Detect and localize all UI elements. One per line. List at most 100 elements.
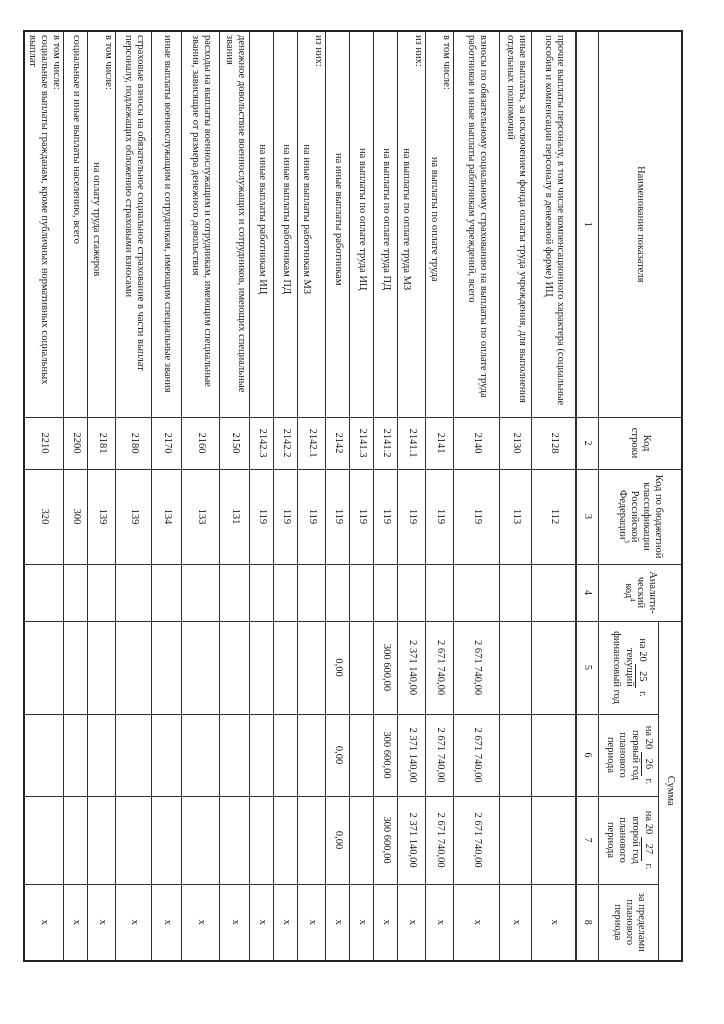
table-row: из них: на выплаты по оплате труда МЗ 2141… xyxy=(398,31,426,962)
beyond-period-cell: х xyxy=(298,884,326,962)
amount-2026-cell xyxy=(88,714,116,796)
indicator-name-cell: страховые взносы на обязательное социаль… xyxy=(116,31,152,417)
indicator-name: на иные выплаты работникам xyxy=(333,153,345,286)
analytic-code-cell xyxy=(274,564,298,621)
indicator-name-cell: расходы на выплаты военнослужащим и сотр… xyxy=(182,31,220,417)
amount-2027-cell xyxy=(500,796,532,884)
col-number-2: 2 xyxy=(576,417,599,469)
amount-2026-cell: 2 671 740,00 xyxy=(426,714,454,796)
kbk-cell: 119 xyxy=(374,469,398,564)
indicator-name-cell: прочие выплаты персоналу, в том числе ко… xyxy=(532,31,576,417)
indicator-name-cell: денежное довольствие военнослужащих и со… xyxy=(220,31,250,417)
rotated-sheet: Наименование показателя Код строки Код п… xyxy=(23,30,683,963)
indicator-name: на оплату труда стажеров xyxy=(91,162,102,277)
year-2025-desc: текущий финансовый год xyxy=(611,631,635,704)
beyond-period-cell: х xyxy=(116,884,152,962)
amount-2027-cell xyxy=(274,796,298,884)
amount-2026-cell xyxy=(220,714,250,796)
year-suffix: г. xyxy=(636,690,648,697)
indicator-name: на иные выплаты работникам ИЦ xyxy=(257,144,269,295)
kbk-cell: 119 xyxy=(326,469,350,564)
amount-2026-cell xyxy=(350,714,374,796)
kbk-header-text: Код по бюджетной классификации Российско… xyxy=(617,474,665,559)
budget-payments-table: Наименование показателя Код строки Код п… xyxy=(23,30,683,963)
amount-2026-cell xyxy=(182,714,220,796)
amount-2027-cell: 2 371 140,00 xyxy=(398,796,426,884)
year-2027-desc: второй год планового периода xyxy=(605,816,641,864)
year-prefix: на 20 xyxy=(642,810,654,835)
indicator-name-cell: в том числе: социальные выплаты гражданам… xyxy=(24,31,64,417)
analytic-header-word: код xyxy=(623,583,635,599)
kbk-cell: 320 xyxy=(24,469,64,564)
amount-2027-cell: 300 600,00 xyxy=(374,796,398,884)
indicator-name: на выплаты по оплате труда xyxy=(429,156,440,282)
kbk-cell: 134 xyxy=(152,469,182,564)
table-row: в том числе: социальные выплаты гражданам… xyxy=(24,31,64,962)
year-suffix: г. xyxy=(642,778,654,785)
indicator-name: денежное довольствие военнослужащих и со… xyxy=(224,35,248,393)
indicator-name-cell: взносы по обязательному социальному стра… xyxy=(454,31,500,417)
analytic-footnote-mark: 4 xyxy=(628,598,637,602)
indicator-name: страховые взносы на обязательное социаль… xyxy=(123,35,147,371)
amount-2025-cell xyxy=(116,621,152,714)
table-row: расходы на выплаты военнослужащим и сотр… xyxy=(182,31,220,962)
analytic-code-cell xyxy=(64,564,88,621)
col-number-5: 5 xyxy=(576,621,599,714)
column-numbers-row: 1 2 3 4 5 6 7 8 xyxy=(576,31,599,962)
indicator-name-cell: из них: на выплаты по оплате труда МЗ xyxy=(398,31,426,417)
amount-2026-cell xyxy=(24,714,64,796)
indicator-name-cell: из них: на иные выплаты работникам МЗ xyxy=(298,31,326,417)
analytic-code-cell xyxy=(250,564,274,621)
line-code-cell: 2141 xyxy=(426,417,454,469)
beyond-period-cell: х xyxy=(152,884,182,962)
analytic-code-cell xyxy=(532,564,576,621)
analytic-code-cell xyxy=(220,564,250,621)
amount-2027-cell xyxy=(152,796,182,884)
analytic-code-cell xyxy=(298,564,326,621)
indicator-name-cell: иные выплаты военнослужащим и сотрудника… xyxy=(152,31,182,417)
col-number-1: 1 xyxy=(576,31,599,417)
indicator-prefix: из них: xyxy=(313,35,325,67)
line-code-cell: 2142.1 xyxy=(298,417,326,469)
kbk-cell: 113 xyxy=(500,469,532,564)
analytic-code-cell xyxy=(326,564,350,621)
col-number-7: 7 xyxy=(576,796,599,884)
amount-2025-cell: 2 671 740,00 xyxy=(426,621,454,714)
indicator-name-cell: социальные и иные выплаты населению, все… xyxy=(64,31,88,417)
beyond-period-cell: х xyxy=(24,884,64,962)
indicator-name: на выплаты по оплате труда ИЦ xyxy=(357,147,369,291)
kbk-cell: 133 xyxy=(182,469,220,564)
amount-2026-cell xyxy=(298,714,326,796)
indicator-name-cell: в том числе: на выплаты по оплате труда xyxy=(426,31,454,417)
line-code-header: Код строки xyxy=(599,417,682,469)
kbk-cell: 139 xyxy=(116,469,152,564)
indicator-name: на иные выплаты работникам ПД xyxy=(281,144,293,295)
amount-2026-cell xyxy=(64,714,88,796)
col-number-6: 6 xyxy=(576,714,599,796)
indicator-prefix: в том числе: xyxy=(103,35,115,90)
amount-2025-cell xyxy=(532,621,576,714)
col-number-8: 8 xyxy=(576,884,599,962)
indicator-name-cell: в том числе: на оплату труда стажеров xyxy=(88,31,116,417)
amount-2025-cell xyxy=(64,621,88,714)
table-row: на выплаты по оплате труда ИЦ 2141.3 119 х xyxy=(350,31,374,962)
year-value: 27 xyxy=(640,836,654,861)
analytic-code-header: Аналити- ческий код4 xyxy=(599,564,682,621)
amount-2027-cell xyxy=(298,796,326,884)
beyond-period-cell: х xyxy=(326,884,350,962)
amount-2026-cell xyxy=(532,714,576,796)
indicator-name-cell: иные выплаты, за исключением фонда оплат… xyxy=(500,31,532,417)
amount-2026-cell xyxy=(500,714,532,796)
kbk-cell: 119 xyxy=(298,469,326,564)
kbk-cell: 119 xyxy=(454,469,500,564)
beyond-period-cell: х xyxy=(250,884,274,962)
amount-2027-cell xyxy=(116,796,152,884)
amount-2025-cell xyxy=(500,621,532,714)
amount-2025-cell xyxy=(24,621,64,714)
line-code-cell: 2130 xyxy=(500,417,532,469)
beyond-period-cell: х xyxy=(88,884,116,962)
indicator-prefix: из них: xyxy=(413,35,425,67)
table-row: денежное довольствие военнослужащих и со… xyxy=(220,31,250,962)
amount-2027-cell: 2 671 740,00 xyxy=(426,796,454,884)
